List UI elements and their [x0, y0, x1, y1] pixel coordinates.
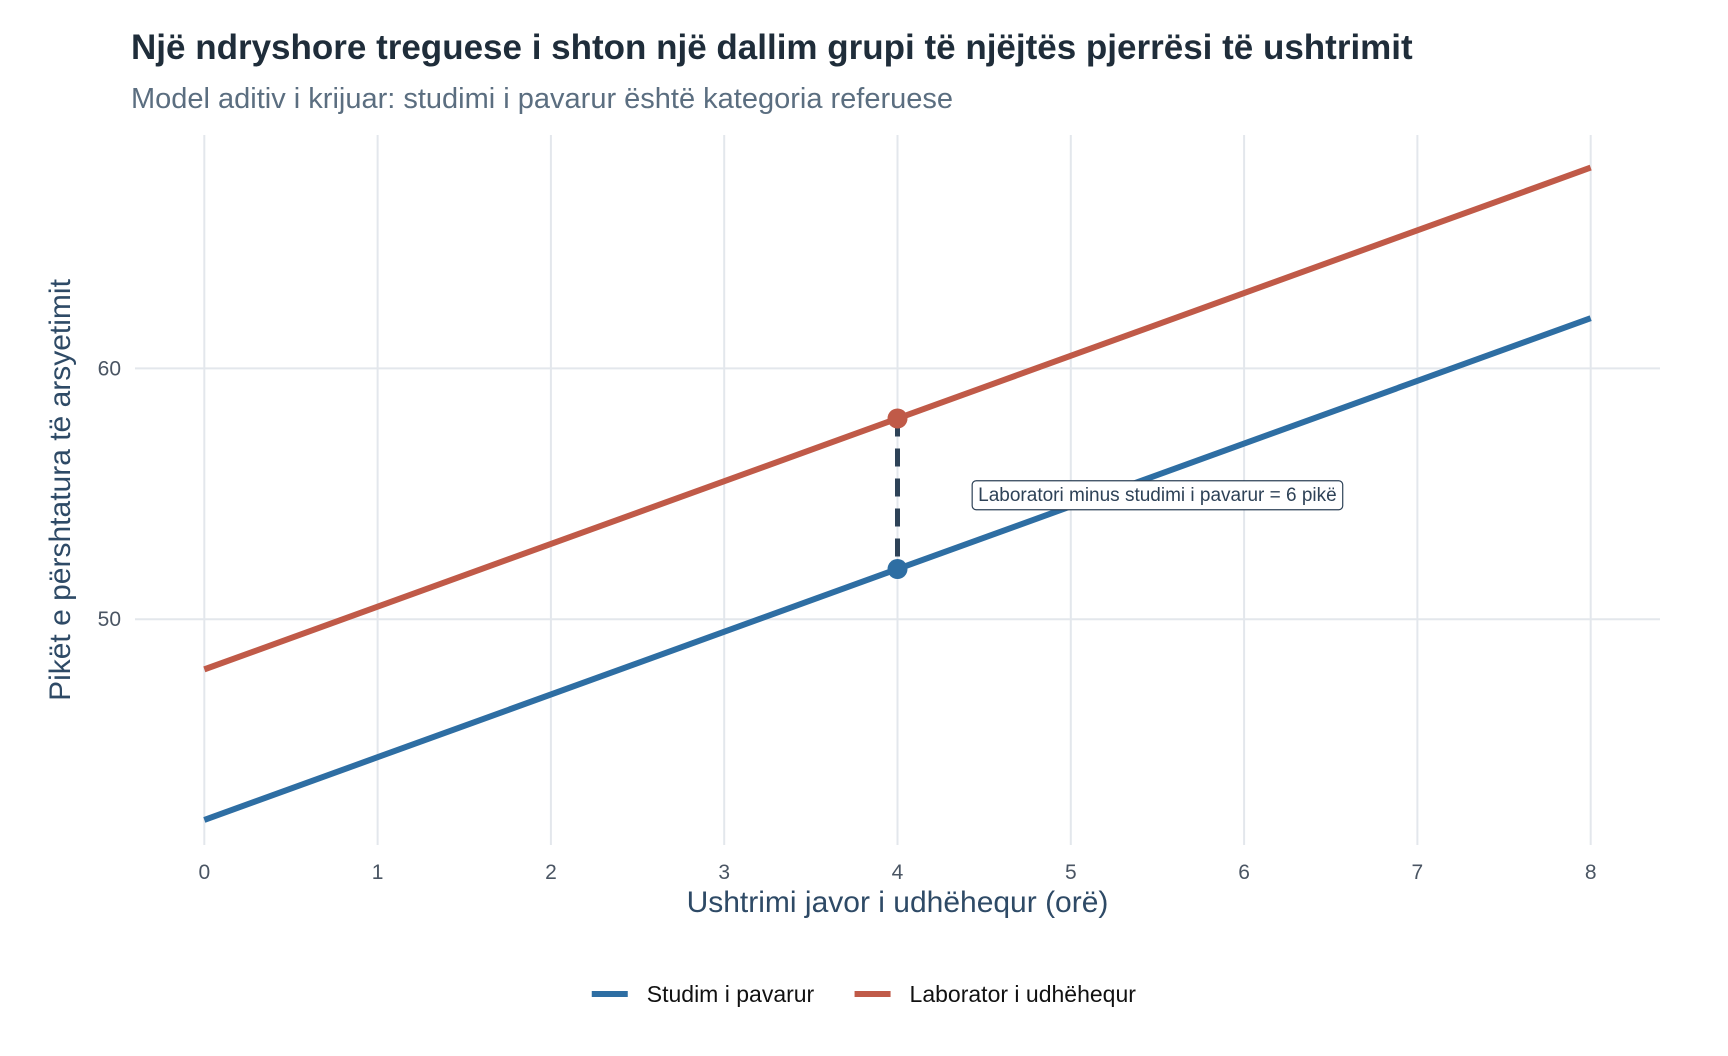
legend: Studim i pavarur Laborator i udhëhequr	[591, 981, 1137, 1007]
x-tick-label: 1	[372, 861, 384, 884]
legend-item-laborator-i-udhehequr: Laborator i udhëhequr	[854, 981, 1137, 1007]
x-tick-label: 7	[1412, 861, 1424, 884]
difference-highlight: Laboratori minus studimi i pavarur = 6 p…	[887, 408, 1344, 580]
legend-item-studim-i-pavarur: Studim i pavarur	[591, 981, 815, 1007]
legend-label: Studim i pavarur	[647, 981, 815, 1007]
x-tick-label: 3	[718, 861, 730, 884]
y-tick-label: 60	[98, 357, 121, 380]
annotation-text: Laboratori minus studimi i pavarur = 6 p…	[978, 485, 1337, 506]
x-tick-label: 8	[1585, 861, 1597, 884]
x-tick-label: 2	[545, 861, 557, 884]
chart-subtitle: Model aditiv i krijuar: studimi i pavaru…	[131, 83, 954, 115]
legend-label: Laborator i udhëhequr	[910, 981, 1137, 1007]
x-tick-label: 0	[198, 861, 210, 884]
annotation-box	[971, 480, 1344, 511]
tick-labels: 0 1 2 3 4 5 6 7 8 50 60	[98, 357, 1597, 884]
x-tick-label: 5	[1065, 861, 1077, 884]
difference-annotation: Laboratori minus studimi i pavarur = 6 p…	[971, 480, 1344, 511]
chart-title: Një ndryshore treguese i shton një dalli…	[131, 28, 1413, 67]
y-tick-label: 50	[98, 608, 121, 631]
point-studim-at-4	[887, 559, 908, 580]
y-axis-title: Pikët e përshtatura të arsyetimit	[44, 278, 77, 701]
x-tick-label: 6	[1238, 861, 1250, 884]
x-axis-title: Ushtrimi javor i udhëhequr (orë)	[687, 886, 1109, 919]
x-tick-label: 4	[892, 861, 904, 884]
point-laborator-at-4	[887, 408, 908, 429]
